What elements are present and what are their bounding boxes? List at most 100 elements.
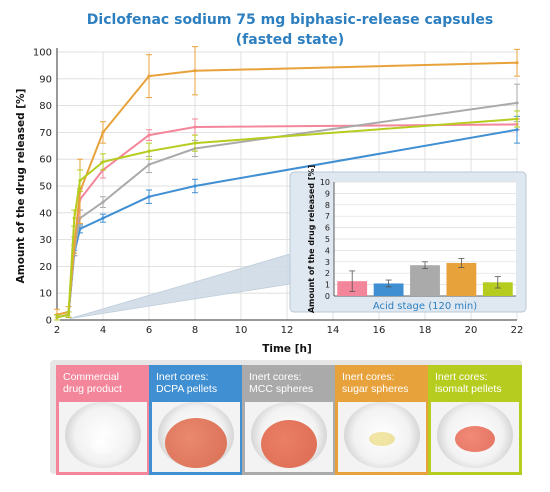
panel-label-line: sugar spheres bbox=[342, 383, 409, 395]
x-tick-label: 16 bbox=[373, 325, 386, 336]
series-line bbox=[56, 118, 518, 319]
data-point bbox=[55, 315, 59, 319]
data-point bbox=[147, 133, 151, 137]
y-tick-label: 10 bbox=[39, 289, 52, 300]
petri-dish bbox=[158, 402, 234, 468]
inset-tick-label: 4 bbox=[325, 246, 330, 255]
image-panel-label: Inert cores: sugar spheres bbox=[338, 368, 426, 402]
series-group bbox=[54, 46, 520, 321]
chart-title: Diclofenac sodium 75 mg biphasic-release… bbox=[87, 12, 493, 28]
x-tick-label: 10 bbox=[235, 325, 248, 336]
image-panels: Commercial drug product Inert cores: DCPA p… bbox=[50, 360, 522, 475]
panel-label-line: Commercial bbox=[63, 371, 120, 383]
image-panel-label: Inert cores: MCC spheres bbox=[245, 368, 333, 402]
data-point bbox=[193, 125, 197, 129]
inset-bar bbox=[410, 265, 440, 296]
panel-label-line: Inert cores: bbox=[249, 371, 302, 383]
dish-content bbox=[369, 432, 395, 446]
data-point bbox=[101, 216, 105, 220]
inset-tick-label: 9 bbox=[325, 189, 330, 198]
y-tick-label: 80 bbox=[39, 101, 52, 112]
image-panel: Inert cores: DCPA pellets bbox=[149, 365, 243, 475]
y-tick-label: 20 bbox=[39, 262, 52, 273]
data-point bbox=[147, 74, 151, 78]
data-point bbox=[72, 216, 76, 220]
inset-tick-label: 2 bbox=[325, 269, 330, 278]
x-tick-label: 4 bbox=[100, 325, 106, 336]
x-tick-label: 2 bbox=[54, 325, 60, 336]
dish-content bbox=[90, 436, 116, 454]
data-point bbox=[515, 128, 519, 132]
petri-dish bbox=[344, 402, 420, 468]
data-point bbox=[101, 160, 105, 164]
inset-tick-label: 6 bbox=[325, 224, 330, 233]
x-tick-label: 20 bbox=[465, 325, 478, 336]
inset-chart: 0 1 2 3 4 5 6 7 8 9 10 Amount of the drug released … bbox=[289, 165, 527, 313]
data-point bbox=[147, 162, 151, 167]
x-tick-label: 8 bbox=[192, 325, 198, 336]
data-point bbox=[66, 313, 71, 317]
inset-tick-label: 1 bbox=[325, 281, 330, 290]
petri-dish bbox=[65, 402, 141, 468]
x-tick-label: 12 bbox=[281, 325, 294, 336]
data-point bbox=[147, 149, 151, 153]
x-tick-label: 6 bbox=[146, 325, 152, 336]
dish-content bbox=[261, 420, 317, 468]
image-panel: Inert cores: isomalt pellets bbox=[428, 365, 522, 475]
panel-label-line: isomalt pellets bbox=[435, 383, 502, 395]
inset-bar bbox=[482, 282, 513, 296]
image-panel: Commercial drug product bbox=[56, 365, 150, 475]
y-axis-label: Amount of the drug released [%] bbox=[15, 89, 27, 284]
inset-tick-label: 10 bbox=[320, 178, 330, 187]
panel-label-line: Inert cores: bbox=[156, 371, 209, 383]
data-point bbox=[193, 69, 197, 73]
image-panel-label: Inert cores: isomalt pellets bbox=[431, 368, 519, 402]
data-point bbox=[193, 141, 197, 145]
inset-tick-label: 8 bbox=[325, 201, 330, 210]
panel-label-line: MCC spheres bbox=[249, 383, 314, 395]
y-tick-label: 50 bbox=[39, 182, 52, 193]
chart-subtitle: (fasted state) bbox=[236, 32, 344, 48]
petri-dish bbox=[437, 402, 513, 468]
data-point bbox=[515, 117, 519, 121]
y-tick-label: 60 bbox=[39, 155, 52, 166]
data-point bbox=[101, 200, 105, 204]
y-tick-label: 30 bbox=[39, 235, 52, 246]
panel-label-line: drug product bbox=[63, 383, 122, 395]
x-tick-label: 22 bbox=[511, 325, 524, 336]
inset-tick-label: 0 bbox=[325, 292, 330, 301]
x-axis-label: Time [h] bbox=[262, 343, 312, 355]
inset-bar bbox=[373, 283, 404, 296]
image-panel-label: Inert cores: DCPA pellets bbox=[152, 368, 240, 402]
y-tick-label: 40 bbox=[39, 208, 52, 219]
panel-label-line: DCPA pellets bbox=[156, 383, 218, 395]
dish-content bbox=[455, 426, 495, 452]
inset-y-axis-label: Amount of the drug released [%] bbox=[307, 165, 316, 313]
inset-tick-label: 5 bbox=[325, 235, 330, 244]
data-point bbox=[78, 179, 82, 183]
y-tick-label: 0 bbox=[46, 316, 52, 327]
series-4 bbox=[54, 110, 520, 321]
dissolution-chart: Diclofenac sodium 75 mg biphasic-release… bbox=[15, 12, 527, 355]
panel-label-line: Inert cores: bbox=[342, 371, 395, 383]
data-point bbox=[147, 195, 151, 199]
data-point bbox=[101, 130, 105, 134]
x-tick-label: 14 bbox=[327, 325, 340, 336]
panel-label-line: Inert cores: bbox=[435, 371, 488, 383]
inset-bar bbox=[446, 262, 477, 296]
image-panel: Inert cores: MCC spheres bbox=[242, 365, 336, 475]
inset-tick-label: 3 bbox=[325, 258, 330, 267]
y-tick-label: 90 bbox=[39, 74, 52, 85]
x-tick-label: 18 bbox=[419, 325, 432, 336]
y-tick-label: 100 bbox=[33, 48, 52, 59]
dish-content bbox=[165, 418, 227, 468]
image-panel-label: Commercial drug product bbox=[59, 368, 147, 402]
y-tick-label: 70 bbox=[39, 128, 52, 139]
data-point bbox=[193, 184, 197, 188]
inset-x-axis-label: Acid stage (120 min) bbox=[373, 301, 477, 312]
image-panel: Inert cores: sugar spheres bbox=[335, 365, 429, 475]
inset-tick-label: 7 bbox=[325, 212, 330, 221]
data-point bbox=[515, 61, 519, 65]
petri-dish bbox=[251, 402, 327, 468]
